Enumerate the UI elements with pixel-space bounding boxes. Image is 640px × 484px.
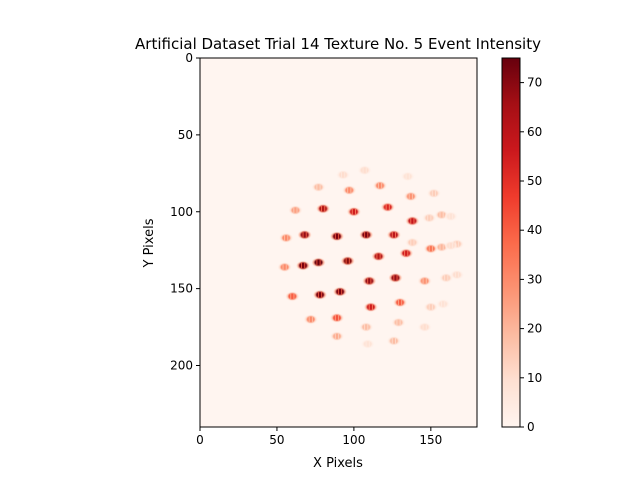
intensity-spot (450, 270, 463, 279)
intensity-spot (435, 243, 448, 252)
colorbar-tick-label: 60 (527, 125, 542, 139)
intensity-spot (444, 241, 457, 250)
colorbar-gradient (501, 57, 521, 428)
intensity-spot (424, 303, 437, 312)
y-tick-label: 200 (170, 359, 193, 373)
intensity-spot (427, 189, 440, 198)
intensity-spot (406, 216, 419, 225)
y-axis-label: Y Pixels (142, 218, 157, 268)
intensity-spot (304, 315, 317, 324)
intensity-spot (440, 273, 453, 282)
intensity-spot (418, 276, 431, 285)
x-tick-label: 150 (419, 433, 442, 447)
intensity-spot (435, 210, 448, 219)
intensity-spot (297, 261, 310, 270)
x-tick-label: 50 (269, 433, 284, 447)
intensity-spot (337, 170, 350, 179)
intensity-spot (387, 230, 400, 239)
intensity-spot (289, 206, 302, 215)
intensity-spot (392, 318, 405, 327)
y-tick-label: 50 (178, 128, 193, 142)
x-axis-label: X Pixels (313, 456, 363, 471)
intensity-spot (317, 204, 330, 213)
intensity-spot (360, 323, 373, 332)
intensity-spot (312, 183, 325, 192)
y-tick-label: 0 (185, 51, 193, 65)
intensity-spot (389, 273, 402, 282)
intensity-spot (363, 276, 376, 285)
intensity-spot (387, 336, 400, 345)
intensity-spot (280, 233, 293, 242)
colorbar-tick-label: 0 (527, 420, 535, 434)
intensity-spot (406, 238, 419, 247)
y-tick-label: 150 (170, 282, 193, 296)
heatmap-background (200, 58, 477, 427)
intensity-spot (424, 244, 437, 253)
heatmap-plot-area (199, 57, 478, 428)
intensity-spot (330, 332, 343, 341)
intensity-spot (334, 287, 347, 296)
intensity-spot (364, 303, 377, 312)
x-tick-label: 0 (196, 433, 204, 447)
intensity-spot (330, 232, 343, 241)
colorbar-tick-label: 50 (527, 174, 542, 188)
intensity-spot (358, 166, 371, 175)
intensity-spot (401, 172, 414, 181)
x-tick-label: 100 (342, 433, 365, 447)
intensity-spot (312, 258, 325, 267)
intensity-spot (374, 181, 387, 190)
intensity-spot (361, 339, 374, 348)
intensity-spot (330, 313, 343, 322)
intensity-spot (343, 186, 356, 195)
intensity-spot (400, 249, 413, 258)
intensity-spot (423, 213, 436, 222)
intensity-spot (360, 230, 373, 239)
colorbar-tick-label: 30 (527, 272, 542, 286)
intensity-spot (444, 212, 457, 221)
colorbar-tick-label: 20 (527, 322, 542, 336)
plot-frame (199, 57, 478, 428)
intensity-spot (278, 263, 291, 272)
colorbar-tick-label: 10 (527, 371, 542, 385)
intensity-spot (381, 203, 394, 212)
intensity-spot (347, 207, 360, 216)
intensity-spot (404, 192, 417, 201)
intensity-spot (314, 290, 327, 299)
chart-title: Artificial Dataset Trial 14 Texture No. … (135, 35, 541, 53)
intensity-spot (298, 230, 311, 239)
intensity-spot (286, 292, 299, 301)
intensity-spot (437, 300, 450, 308)
intensity-spot (341, 256, 354, 265)
y-tick-label: 100 (170, 205, 193, 219)
colorbar: 0 10 20 30 40 50 60 70 (501, 57, 542, 434)
intensity-spot (418, 323, 431, 332)
colorbar-tick-label: 70 (527, 76, 542, 90)
intensity-spot (372, 252, 385, 261)
colorbar-tick-label: 40 (527, 223, 542, 237)
intensity-spot (394, 298, 407, 307)
